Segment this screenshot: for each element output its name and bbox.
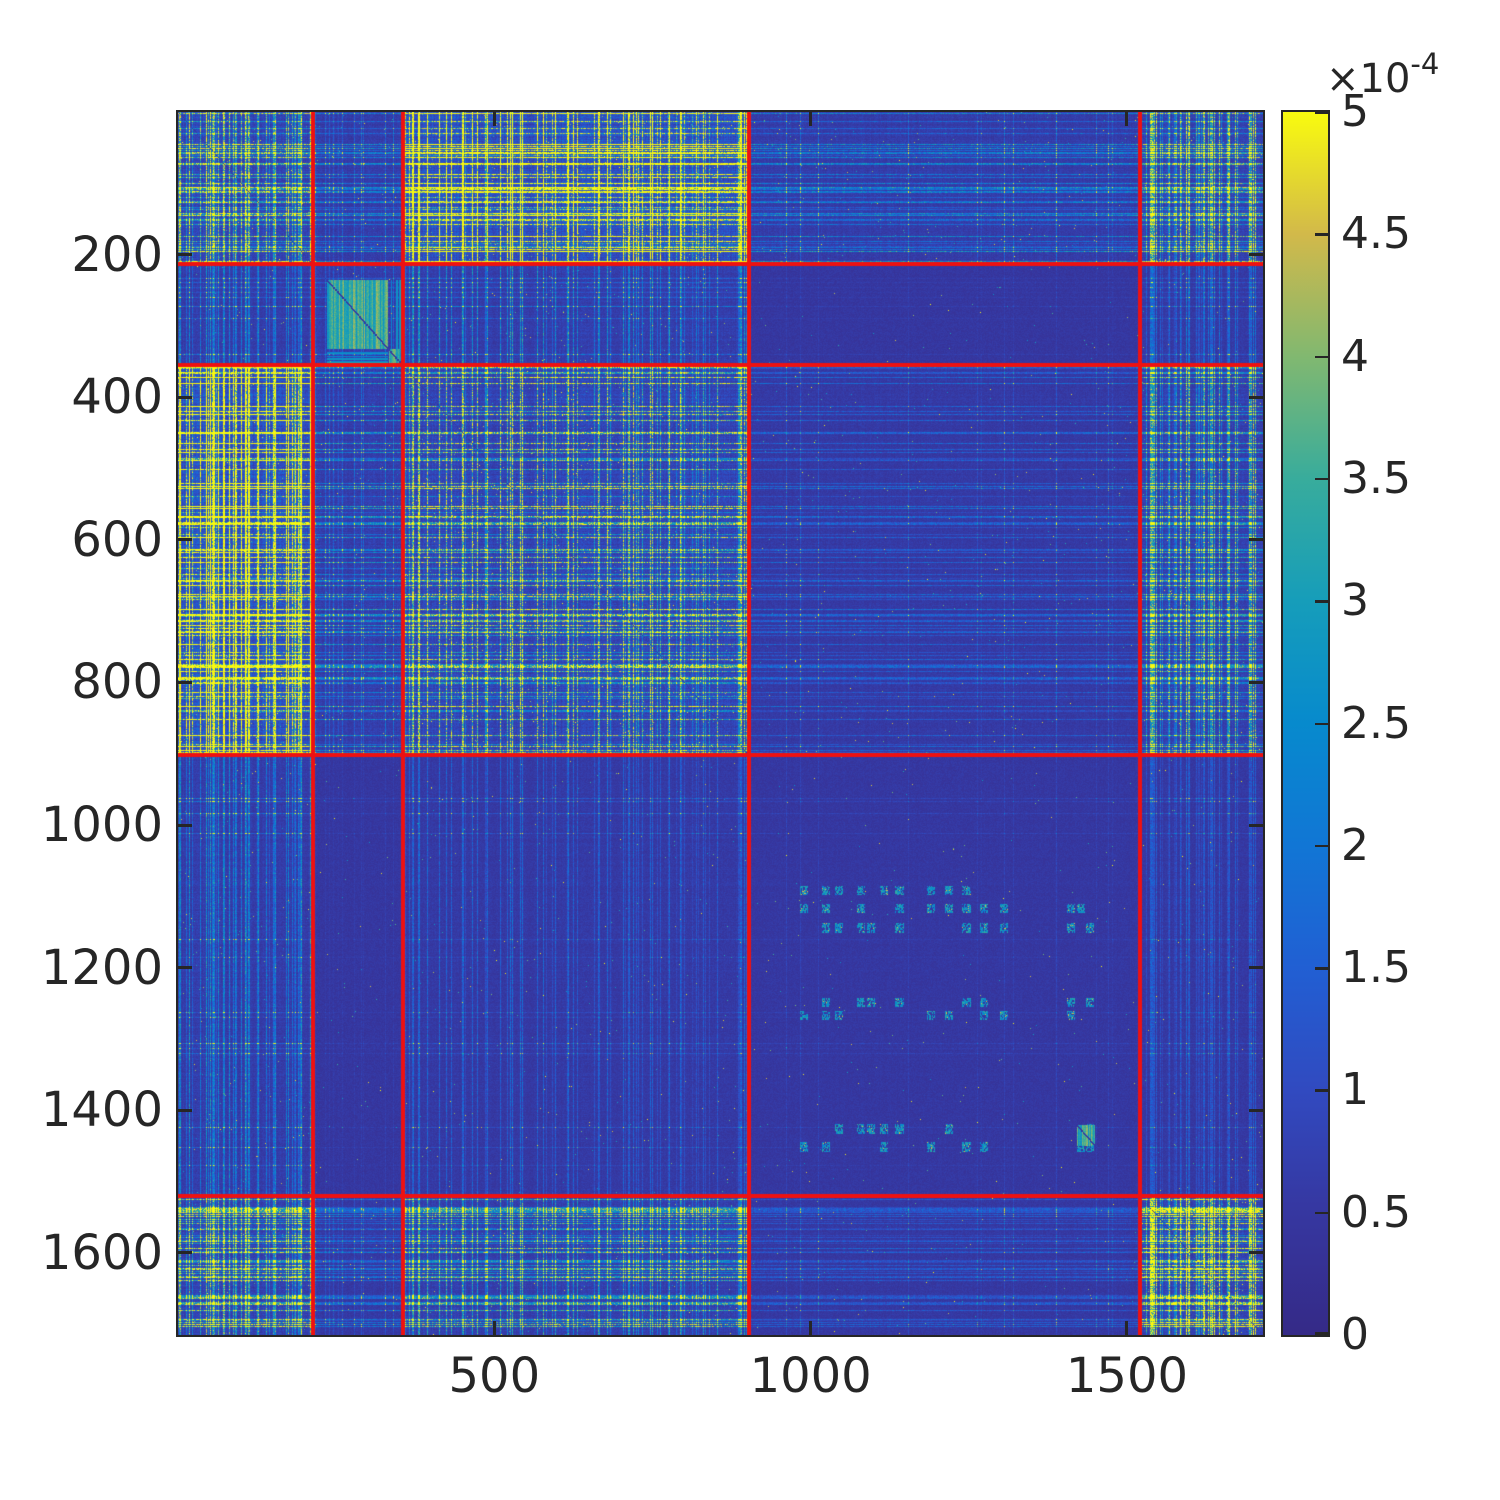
colorbar-tick <box>1315 477 1328 481</box>
colorbar-tick <box>1315 355 1328 359</box>
colorbar-tick <box>1315 722 1328 725</box>
axis-tick <box>178 538 192 542</box>
colorbar-tick-label: 4 <box>1341 330 1369 382</box>
colorbar-tick-label: 4.5 <box>1341 208 1411 260</box>
axis-tick <box>1125 112 1129 126</box>
colorbar-tick-label: 2.5 <box>1341 697 1411 749</box>
colorbar-tick <box>1315 967 1328 970</box>
y-tick-label: 1400 <box>40 1082 163 1139</box>
y-tick-label: 1200 <box>40 939 163 996</box>
colorbar-tick-label: 0 <box>1341 1309 1369 1360</box>
y-tick-label: 600 <box>71 511 163 568</box>
colorbar-tick-label: 2 <box>1341 819 1369 871</box>
axis-tick <box>1125 1321 1129 1335</box>
y-tick-label: 200 <box>71 226 163 283</box>
colorbar-tick-label: 3 <box>1341 575 1369 627</box>
axis-tick <box>178 966 192 970</box>
colorbar-scale-label: ×10-4 <box>1326 44 1439 99</box>
colorbar-tick <box>1315 1089 1328 1092</box>
axis-tick <box>492 1321 496 1335</box>
colorbar-tick <box>1315 233 1328 236</box>
x-tick-label: 500 <box>448 1348 541 1404</box>
colorbar-tick <box>1315 1211 1328 1215</box>
axis-tick <box>809 112 813 126</box>
axis-tick <box>178 253 192 257</box>
colorbar-tick-label: 3.5 <box>1341 452 1411 504</box>
axis-tick <box>1249 395 1263 399</box>
axis-tick <box>1249 1108 1263 1112</box>
y-tick-label: 800 <box>71 654 163 711</box>
colorbar-scale-exponent: -4 <box>1410 47 1440 81</box>
colorbar-tick <box>1315 1332 1328 1335</box>
axis-tick <box>178 1108 192 1112</box>
axis-tick <box>178 680 192 684</box>
axis-tick <box>1249 823 1263 827</box>
axis-tick <box>1249 1251 1263 1255</box>
axis-tick <box>1249 680 1263 684</box>
colorbar-tick-label: 1.5 <box>1341 942 1411 994</box>
x-tick-label: 1000 <box>749 1348 872 1404</box>
colorbar-tick-label: 0.5 <box>1341 1186 1411 1238</box>
x-tick-label: 1500 <box>1065 1348 1189 1404</box>
colorbar-tick-label: 1 <box>1341 1064 1369 1116</box>
y-tick-label: 1600 <box>40 1224 163 1281</box>
axis-tick <box>178 1251 192 1255</box>
heatmap-canvas <box>178 112 1263 1335</box>
axis-tick <box>178 823 192 827</box>
y-tick-label: 1000 <box>40 797 163 854</box>
colorbar-tick <box>1315 600 1328 603</box>
axis-tick <box>492 112 496 126</box>
colorbar-tick <box>1315 111 1328 114</box>
axis-tick <box>1249 538 1263 542</box>
axis-tick <box>178 395 192 399</box>
axis-tick <box>809 1321 813 1335</box>
colorbar-tick-label: 5 <box>1341 86 1369 137</box>
axis-tick <box>1249 966 1263 970</box>
y-tick-label: 400 <box>71 369 163 426</box>
colorbar-tick <box>1315 844 1328 848</box>
colorbar-scale-prefix: ×10 <box>1326 56 1411 102</box>
axis-tick <box>1249 253 1263 257</box>
